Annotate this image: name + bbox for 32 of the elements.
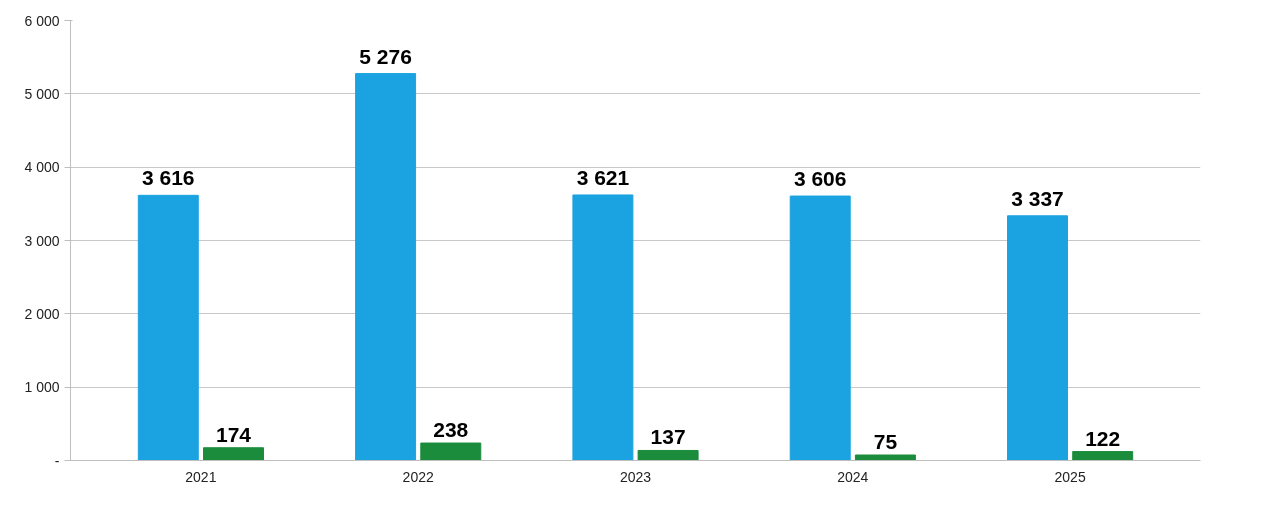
y-tick-label: 3 000	[24, 232, 60, 249]
data-label: 174	[215, 422, 252, 446]
x-tick-label: 2021	[185, 468, 217, 485]
y-tick-label: 1 000	[24, 379, 60, 396]
data-label: 3 621	[576, 165, 630, 189]
bar	[202, 447, 264, 461]
data-label: 122	[1085, 426, 1121, 450]
data-label: 3 616	[142, 166, 195, 190]
y-tick-label: 2 000	[24, 305, 60, 322]
data-label: 238	[433, 418, 469, 442]
bar	[637, 449, 699, 461]
bar	[137, 194, 199, 461]
bar	[420, 442, 482, 461]
y-tick-label: 6 000	[24, 12, 60, 29]
y-tick-label: -	[54, 452, 60, 469]
data-label: 75	[873, 430, 898, 453]
x-tick-label: 2025	[1054, 468, 1086, 485]
bar	[789, 195, 851, 461]
data-label: 3 606	[793, 167, 847, 191]
data-label: 5 276	[359, 44, 412, 68]
bar	[1007, 215, 1069, 461]
x-tick-label: 2024	[837, 468, 869, 485]
data-label: 3 337	[1011, 186, 1064, 210]
data-label: 137	[650, 425, 686, 449]
x-tick-label: 2022	[402, 468, 434, 485]
y-tick-label: 5 000	[24, 85, 60, 102]
bar	[1072, 451, 1134, 461]
bar	[854, 454, 916, 461]
bar	[355, 73, 417, 461]
bar	[572, 194, 634, 461]
y-tick-label: 4 000	[24, 159, 60, 176]
x-tick-label: 2023	[619, 468, 652, 485]
